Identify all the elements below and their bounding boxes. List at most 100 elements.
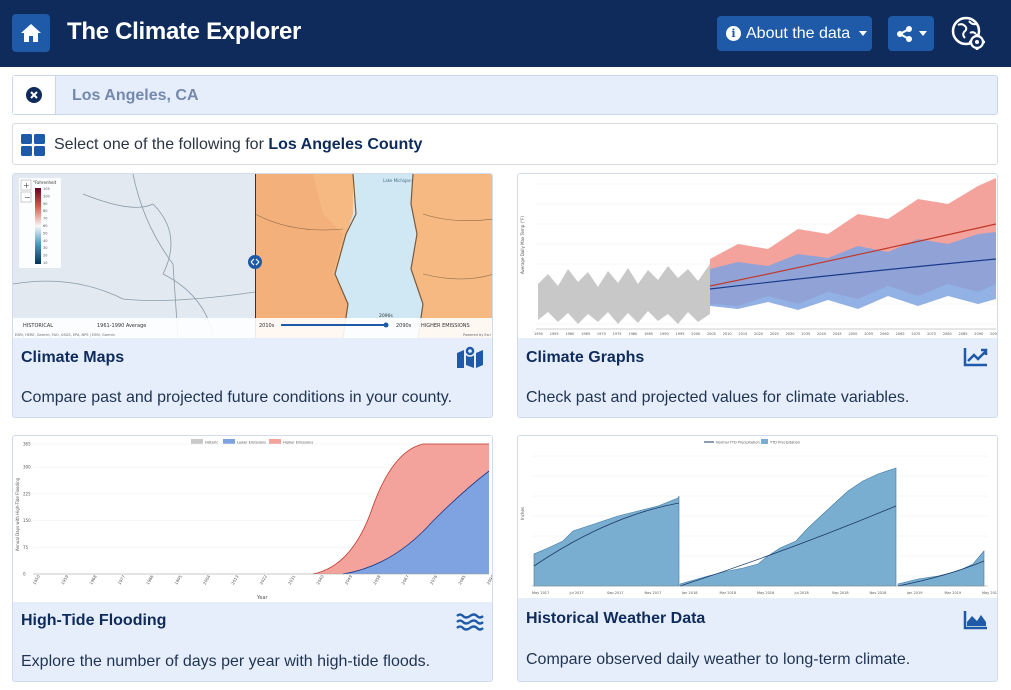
- map-attribution-left: ESRI, HERE, Garmin, FAO, USGS, EPA, NPS …: [15, 333, 115, 337]
- graph-year-tick: 2000: [691, 332, 700, 336]
- map-attribution-right: Powered by Esri: [463, 333, 491, 337]
- map-right-label[interactable]: HIGHER EMISSIONS: [421, 323, 470, 329]
- weather-xtick: Nov 2018: [870, 591, 887, 595]
- county-selector-bar: Select one of the following for Los Ange…: [12, 123, 998, 165]
- globe-gear-icon: [951, 16, 985, 50]
- card-description: Compare observed daily weather to long-t…: [526, 651, 911, 668]
- legend-value: 20: [43, 254, 47, 258]
- tide-ylabel: Annual Days with High-Tide Flooding: [15, 477, 20, 551]
- legend-value: 90: [43, 202, 47, 206]
- legend-values: 105 100 90 80 70 60 50 40 30 20 10: [43, 187, 50, 265]
- weather-xticks: May 2017 Jul 2017 Sep 2017 Nov 2017 Jan 2018…: [532, 591, 997, 595]
- year-slider-track[interactable]: [281, 324, 386, 326]
- area-chart-icon: [963, 611, 987, 630]
- chevron-down-icon: [859, 31, 868, 36]
- legend-value: 30: [43, 246, 47, 250]
- tide-ytick: 0: [23, 572, 26, 577]
- settings-button[interactable]: [949, 14, 987, 52]
- clear-location-button[interactable]: [13, 76, 56, 114]
- slider-value: 2090s: [379, 313, 393, 319]
- tide-xticks: 1950 1959 1968 1977 1986 1995 2004 2013 2022 2031…: [32, 574, 492, 586]
- year-slider-handle[interactable]: [383, 322, 389, 328]
- weather-xtick: Jul 2017: [569, 591, 584, 595]
- tide-xtick: 1950: [32, 574, 42, 586]
- legend-value: 70: [43, 217, 47, 221]
- graph-year-tick: 2080: [943, 332, 952, 336]
- tide-ytick: 225: [23, 491, 31, 496]
- graph-year-tick: 1975: [613, 332, 622, 336]
- weather-legend: Normal YTD Precipitation YTD Precipitatio…: [704, 439, 800, 445]
- graph-year-tick: 2040: [817, 332, 826, 336]
- chevron-down-icon: [918, 31, 927, 36]
- graph-year-tick: 2025: [770, 332, 779, 336]
- weather-xtick: May 2018: [757, 591, 774, 595]
- svg-text:+: +: [23, 181, 30, 190]
- tide-xtick: 2031: [287, 574, 297, 586]
- graph-year-tick: 2060: [880, 332, 889, 336]
- weather-xtick: Mar 2019: [945, 591, 962, 595]
- graph-year-tick: 2090: [974, 332, 983, 336]
- legend-value: 40: [43, 239, 47, 243]
- card-title[interactable]: Historical Weather Data: [526, 610, 706, 627]
- share-button[interactable]: [888, 16, 934, 51]
- about-data-button[interactable]: i About the data: [717, 16, 872, 51]
- card-description: Explore the number of days per year with…: [21, 653, 431, 670]
- graph-year-tick: 2070: [911, 332, 920, 336]
- tide-ytick: 365: [23, 442, 31, 447]
- card-description: Check past and projected values for clim…: [526, 389, 910, 406]
- weather-xtick: Jan 2019: [906, 591, 922, 595]
- graph-year-tick: 2050: [848, 332, 857, 336]
- card-climate-maps[interactable]: + − °Fahrenheit 105 100 90 80 70 60 50 40 30 20 10…: [12, 173, 493, 418]
- graph-year-tick: 2095: [990, 332, 998, 336]
- tide-ytick: 75: [23, 545, 29, 550]
- graph-year-tick: 2030: [786, 332, 795, 336]
- high-tide-thumbnail: Historic Lower Emissions Higher Emissions …: [13, 436, 492, 602]
- legend-label: Normal YTD Precipitation: [716, 441, 760, 445]
- card-description: Compare past and projected future condit…: [21, 389, 453, 406]
- year-right: 2090s: [396, 323, 412, 329]
- home-icon: [21, 24, 41, 42]
- about-data-label: About the data: [746, 24, 851, 42]
- map-left-select[interactable]: 1961-1990 Average: [97, 323, 146, 329]
- graph-year-tick: 2075: [927, 332, 936, 336]
- legend-swatch: [223, 439, 235, 444]
- graph-year-tick: 2055: [864, 332, 873, 336]
- waves-icon: [456, 613, 484, 631]
- card-title[interactable]: Climate Graphs: [526, 349, 645, 366]
- graph-year-tick: 2015: [738, 332, 747, 336]
- selector-prompt: Select one of the following for: [54, 136, 269, 153]
- weather-xtick: Nov 2017: [645, 591, 662, 595]
- tide-xtick: 1968: [88, 574, 98, 586]
- graph-year-tick: 2010: [723, 332, 732, 336]
- legend-label: Lower Emissions: [237, 441, 266, 445]
- tide-xtick: 1986: [145, 574, 155, 586]
- weather-xtick: Jan 2018: [681, 591, 697, 595]
- graph-year-tick: 1960: [565, 332, 574, 336]
- card-title[interactable]: Climate Maps: [21, 349, 125, 366]
- legend-value: 50: [43, 231, 47, 235]
- card-title[interactable]: High-Tide Flooding: [21, 612, 167, 629]
- legend-title: °Fahrenheit: [33, 180, 57, 185]
- tide-xlabel: Year: [256, 595, 269, 601]
- historical-weather-thumbnail: Normal YTD Precipitation YTD Precipitatio…: [518, 436, 997, 598]
- home-button[interactable]: [12, 14, 50, 52]
- graph-year-ticks: 1950 1955 1960 1965 1970 1975 1980 1985 1990 1995…: [534, 332, 998, 336]
- svg-text:−: −: [24, 193, 31, 202]
- card-climate-graphs[interactable]: 1950 1955 1960 1965 1970 1975 1980 1985 1990 1995…: [517, 173, 998, 418]
- graph-year-tick: 2035: [801, 332, 810, 336]
- share-icon: [896, 25, 912, 42]
- card-high-tide-flooding[interactable]: Historic Lower Emissions Higher Emissions …: [12, 435, 493, 682]
- legend-swatch: [191, 439, 203, 444]
- card-historical-weather[interactable]: Normal YTD Precipitation YTD Precipitatio…: [517, 435, 998, 682]
- tide-xtick: 1959: [60, 574, 70, 586]
- location-input[interactable]: Los Angeles, CA: [72, 87, 199, 104]
- tide-xtick: 2013: [230, 574, 240, 586]
- weather-xtick: Mar 2018: [720, 591, 737, 595]
- tide-legend: Historic Lower Emissions Higher Emissions: [191, 439, 313, 445]
- year-left: 2010s: [259, 323, 275, 329]
- map-left-label: HISTORICAL: [23, 323, 53, 329]
- graph-year-tick: 1950: [534, 332, 543, 336]
- tide-xtick: 1995: [173, 574, 183, 586]
- legend-label: YTD Precipitation: [770, 441, 800, 445]
- tide-xtick: 2049: [344, 574, 354, 586]
